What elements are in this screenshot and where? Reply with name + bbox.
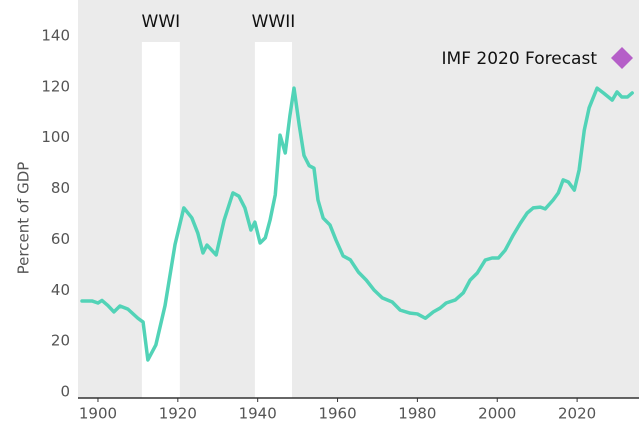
y-tick-label: 140 (41, 27, 70, 45)
y-tick-label: 80 (51, 179, 70, 197)
y-tick-label: 60 (51, 230, 70, 248)
y-tick-label: 120 (41, 77, 70, 95)
band-label: WWI (142, 12, 181, 32)
x-tick-label: 2000 (478, 405, 516, 423)
x-tick-label: 1920 (159, 405, 197, 423)
war-band (254, 42, 293, 398)
legend-label: IMF 2020 Forecast (442, 49, 598, 69)
war-band (141, 42, 180, 398)
y-axis-label: Percent of GDP (15, 162, 33, 275)
x-tick-label: 2020 (558, 405, 596, 423)
band-label: WWII (252, 12, 296, 32)
y-tick-label: 100 (41, 128, 70, 146)
x-tick-label: 1960 (318, 405, 356, 423)
x-tick-label: 1940 (239, 405, 277, 423)
x-tick-label: 1900 (79, 405, 117, 423)
y-tick-label: 40 (51, 281, 70, 299)
y-tick-label: 0 (60, 383, 70, 401)
y-tick-label: 20 (51, 332, 70, 350)
x-tick-label: 1980 (398, 405, 436, 423)
legend-marker (611, 47, 633, 69)
debt-line (80, 86, 634, 362)
